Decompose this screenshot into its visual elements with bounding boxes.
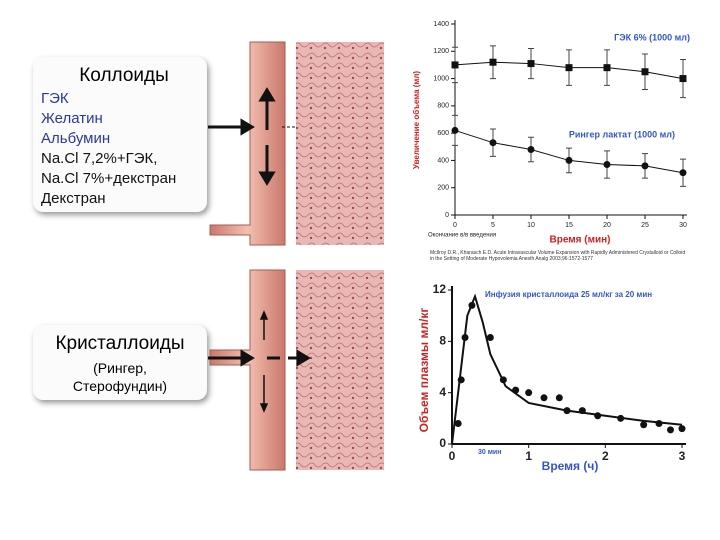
point (603, 161, 611, 169)
point (667, 426, 674, 434)
y-tick-label: 200 (437, 185, 449, 192)
point (451, 126, 459, 134)
point (527, 146, 535, 154)
box-item: Na.Cl 7%+декстран (41, 170, 177, 187)
annotation: 30 мин (478, 449, 501, 456)
point (641, 68, 649, 76)
x-tick-label: 10 (527, 222, 535, 229)
y-tick-label: 12 (433, 282, 447, 296)
x-tick-label: 1 (525, 449, 532, 463)
x-tick-label: 3 (679, 449, 686, 463)
point (457, 376, 465, 384)
x-axis-label: Время (ч) (542, 459, 599, 473)
point (679, 169, 687, 177)
source: McIlroy D.R., Kharasch E.D. Acute Intrav… (430, 250, 686, 262)
x-tick-label: 15 (565, 222, 573, 229)
point (563, 407, 571, 415)
point (565, 156, 573, 164)
box-title: Кристаллоиды (55, 333, 185, 354)
box-item: (Рингер, (93, 360, 147, 376)
x-tick-label: 20 (603, 222, 611, 229)
y-tick-label: 0 (445, 212, 449, 219)
point (641, 162, 649, 170)
box-item: Альбумин (41, 130, 111, 147)
x-tick-label: 0 (453, 222, 457, 229)
point (565, 64, 573, 72)
point (525, 389, 533, 397)
chart-title: Инфузия кристаллоида 25 мл/кг за 20 мин (485, 290, 652, 299)
point (678, 425, 686, 433)
x-tick-label: 30 (679, 222, 687, 229)
point (489, 139, 497, 147)
point (578, 407, 586, 415)
y-tick-label: 800 (437, 103, 449, 110)
legend-label: ГЭК 6% (1000 мл) (614, 32, 690, 42)
source-text: McIlroy D.R., Kharasch E.D. Acute Intrav… (430, 250, 686, 262)
box-item: Декстран (41, 190, 106, 207)
box-item: ГЭК (41, 90, 69, 107)
x-axis-label: Время (мин) (549, 235, 610, 246)
box-item: Стерофундин) (72, 378, 168, 394)
box-item: Желатин (41, 110, 103, 127)
vessel-illustration (208, 41, 384, 471)
y-tick-label: 1400 (433, 21, 449, 28)
x-tick-label: 25 (641, 222, 649, 229)
point (603, 64, 611, 72)
point (640, 421, 648, 429)
x-tick-label: 0 (449, 449, 456, 463)
fit-line (451, 293, 683, 445)
y-tick-label: 0 (439, 436, 446, 450)
point (655, 419, 663, 427)
point (454, 419, 462, 427)
box-title: Коллоиды (79, 65, 169, 86)
y-tick-label: 400 (437, 157, 449, 164)
point (512, 386, 520, 394)
point (489, 58, 497, 66)
box-item: Na.Cl 7,2%+ГЭК, (41, 150, 158, 167)
annotation: Окончание в/в введения (428, 233, 496, 239)
y-axis-label: Увеличение объема (мл) (412, 71, 421, 169)
point (555, 394, 563, 402)
y-tick-label: 8 (439, 334, 446, 348)
point (540, 394, 548, 402)
point (451, 61, 459, 69)
x-tick-label: 2 (602, 449, 609, 463)
crystalloids-box: Кристаллоиды (Рингер, Стерофундин) (33, 325, 207, 400)
y-tick-label: 600 (437, 130, 449, 137)
legend-label: Рингер лактат (1000 мл) (569, 129, 675, 139)
y-tick-label: 1000 (433, 75, 449, 82)
y-axis-label: Объем плазмы мл/кг (417, 308, 431, 433)
point (468, 301, 476, 309)
point (617, 414, 625, 422)
point (679, 75, 687, 83)
x-tick-label: 5 (491, 222, 495, 229)
point (594, 412, 602, 420)
point (527, 60, 535, 68)
point (486, 333, 494, 341)
y-tick-label: 4 (439, 385, 446, 399)
y-tick-label: 1200 (433, 48, 449, 55)
colloids-box: Коллоиды ГЭК Желатин Альбумин Na.Cl 7,2%+ГЭК… (33, 57, 207, 212)
point (461, 333, 469, 341)
point (499, 376, 507, 384)
